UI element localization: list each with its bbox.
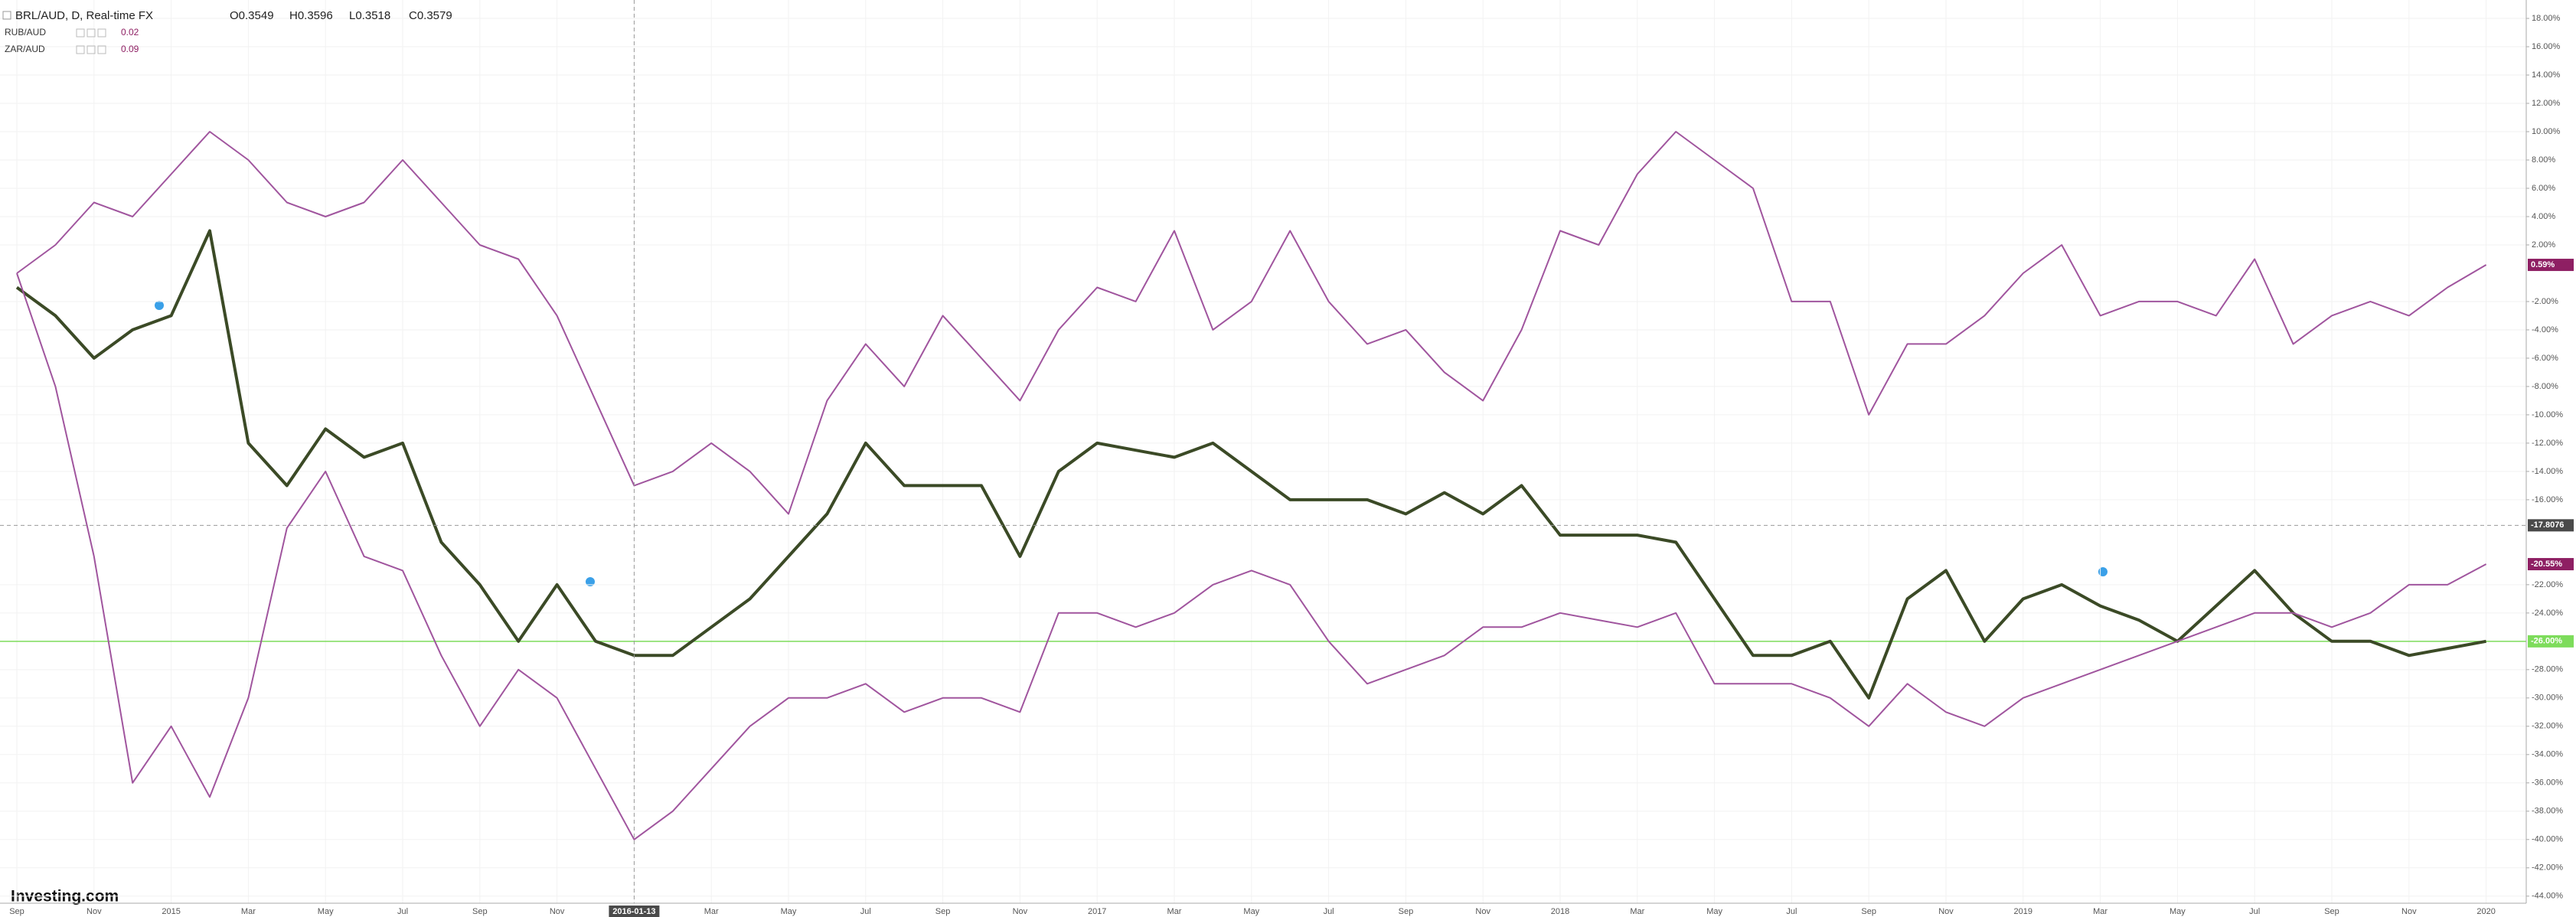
y-tick-label: 12.00% xyxy=(2532,99,2561,108)
legend-button xyxy=(97,45,106,54)
x-tick-label: Nov xyxy=(1013,907,1028,916)
ohlc-value: O0.3549 xyxy=(230,9,274,22)
grid xyxy=(0,0,2526,903)
dividend-markers xyxy=(153,299,2109,588)
x-tick-label: Nov xyxy=(1475,907,1490,916)
y-tick-label: -12.00% xyxy=(2532,439,2563,448)
value-label: -26.00% xyxy=(2531,637,2562,646)
x-tick-label: Sep xyxy=(1861,907,1876,916)
value-label: 0.59% xyxy=(2531,260,2555,269)
x-tick-label: 2018 xyxy=(1551,907,1569,916)
x-tick-label: Jul xyxy=(1786,907,1797,916)
ohlc-value: L0.3518 xyxy=(349,9,390,22)
event-marker[interactable] xyxy=(153,299,165,312)
legend-button xyxy=(97,28,106,38)
value-label-box xyxy=(2528,519,2574,532)
legend-icon xyxy=(2,11,11,20)
x-tick-label: Sep xyxy=(472,907,488,916)
value-label-box xyxy=(2528,558,2574,571)
ohlc-value: C0.3579 xyxy=(409,9,452,22)
x-tick-label: Mar xyxy=(1167,907,1182,916)
y-tick-label: 16.00% xyxy=(2532,42,2561,51)
main-series-line xyxy=(15,229,2486,700)
x-tick-label: 2017 xyxy=(1088,907,1106,916)
y-tick-label: -44.00% xyxy=(2532,892,2563,901)
legend-button xyxy=(76,45,85,54)
comparison-line xyxy=(16,131,2487,515)
x-tick-label: Sep xyxy=(9,907,24,916)
y-tick-label: 8.00% xyxy=(2532,155,2555,165)
x-tick-label: Mar xyxy=(2093,907,2107,916)
legend-entry: ZAR/AUD xyxy=(5,44,45,54)
y-tick-label: -10.00% xyxy=(2532,410,2563,419)
y-tick-label: -22.00% xyxy=(2532,580,2563,589)
y-tick-label: -30.00% xyxy=(2532,693,2563,703)
series-lines xyxy=(0,131,2526,840)
x-tick-label: Nov xyxy=(2401,907,2417,916)
legend-button xyxy=(76,28,85,38)
legend-value: 0.02 xyxy=(121,27,139,38)
value-label: -20.55% xyxy=(2531,560,2562,569)
y-tick-label: -38.00% xyxy=(2532,807,2563,816)
y-tick-label: -4.00% xyxy=(2532,325,2558,334)
legend-button xyxy=(87,28,96,38)
x-tick-label: May xyxy=(2170,907,2186,916)
x-tick-label: Jul xyxy=(397,907,408,916)
y-tick-label: -36.00% xyxy=(2532,778,2563,788)
y-tick-label: -28.00% xyxy=(2532,665,2563,674)
y-tick-label: 18.00% xyxy=(2532,14,2561,23)
event-marker[interactable] xyxy=(2097,566,2109,578)
crosshair-x-box xyxy=(609,906,660,917)
x-tick-label: 2020 xyxy=(2476,907,2495,916)
x-tick-label: Sep xyxy=(1399,907,1414,916)
x-tick-label: Jul xyxy=(860,907,871,916)
value-label: -17.8076 xyxy=(2531,521,2564,530)
event-marker[interactable] xyxy=(584,576,596,588)
x-tick-label: May xyxy=(318,907,334,916)
x-tick-label: Sep xyxy=(2324,907,2339,916)
x-tick-label: Jul xyxy=(2249,907,2260,916)
x-tick-label: Nov xyxy=(550,907,565,916)
legend: BRL/AUD, D, Real-time FX O0.3549 H0.3596 L0… xyxy=(2,9,452,54)
y-tick-label: 14.00% xyxy=(2532,70,2561,80)
y-tick-label: 2.00% xyxy=(2532,240,2555,250)
x-tick-label: May xyxy=(1243,907,1259,916)
x-tick-label: Mar xyxy=(241,907,256,916)
x-tick-label: Jul xyxy=(1324,907,1334,916)
legend-button xyxy=(87,45,96,54)
x-tick-label: Sep xyxy=(935,907,951,916)
y-tick-label: 10.00% xyxy=(2532,127,2561,136)
y-tick-label: -24.00% xyxy=(2532,609,2563,618)
comparison-line xyxy=(16,272,2487,840)
x-tick-label: Nov xyxy=(1938,907,1954,916)
y-tick-label: 4.00% xyxy=(2532,212,2555,221)
x-tick-label: Nov xyxy=(87,907,102,916)
x-tick-label: May xyxy=(1706,907,1722,916)
y-tick-label: -42.00% xyxy=(2532,863,2563,873)
value-label-box xyxy=(2528,259,2574,272)
x-tick-label: 2015 xyxy=(162,907,180,916)
x-tick-label: Mar xyxy=(1630,907,1644,916)
y-tick-label: -32.00% xyxy=(2532,722,2563,731)
y-tick-label: 6.00% xyxy=(2532,184,2555,193)
y-tick-label: -16.00% xyxy=(2532,495,2563,504)
y-tick-label: -34.00% xyxy=(2532,750,2563,759)
ohlc-value: H0.3596 xyxy=(289,9,333,22)
y-tick-label: -40.00% xyxy=(2532,835,2563,844)
x-tick-label: 2016-01-13 xyxy=(612,907,655,916)
legend-value: 0.09 xyxy=(121,44,139,54)
legend-title: BRL/AUD, D, Real-time FX xyxy=(15,9,153,22)
y-tick-label: -2.00% xyxy=(2532,297,2558,306)
legend-entry: RUB/AUD xyxy=(5,27,46,38)
x-tick-label: 2019 xyxy=(2014,907,2032,916)
y-tick-label: -8.00% xyxy=(2532,382,2558,391)
y-tick-label: -14.00% xyxy=(2532,467,2563,476)
y-tick-label: -6.00% xyxy=(2532,354,2558,363)
x-tick-label: May xyxy=(781,907,797,916)
value-label-box xyxy=(2528,635,2574,648)
x-tick-label: Mar xyxy=(704,907,719,916)
